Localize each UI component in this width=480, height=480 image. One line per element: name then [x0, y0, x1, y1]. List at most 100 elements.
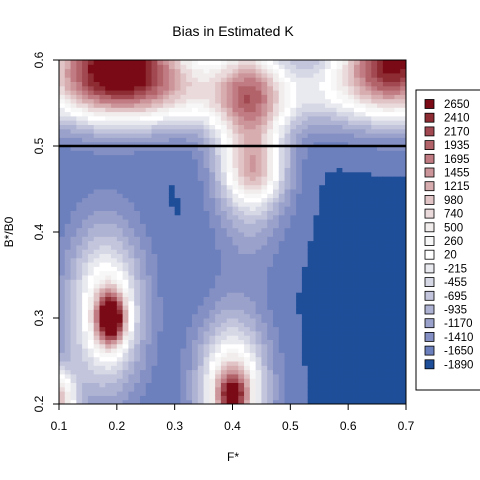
heatmap-cell — [261, 103, 268, 108]
heatmap-cell — [64, 369, 72, 375]
heatmap-cell — [296, 81, 303, 87]
heatmap-cell — [163, 236, 170, 242]
heatmap-cell — [192, 146, 199, 151]
heatmap-cell — [365, 339, 372, 345]
heatmap-cell — [388, 391, 395, 396]
heatmap-cell — [93, 184, 100, 190]
heatmap-cell — [134, 386, 141, 392]
heatmap-cell — [145, 300, 153, 306]
heatmap-cell — [186, 326, 193, 332]
heatmap-cell — [336, 300, 343, 306]
heatmap-cell — [336, 382, 343, 388]
heatmap-cell — [180, 141, 187, 147]
heatmap-cell — [238, 335, 245, 340]
heatmap-cell — [215, 339, 222, 345]
heatmap-cell — [382, 189, 390, 194]
heatmap-cell — [174, 210, 181, 216]
heatmap-cell — [157, 77, 164, 82]
heatmap-cell — [307, 189, 314, 194]
heatmap-cell — [377, 369, 384, 375]
heatmap-cell — [122, 322, 129, 328]
heatmap-cell — [377, 348, 384, 353]
heatmap-cell — [348, 154, 355, 160]
heatmap-cell — [319, 262, 326, 267]
heatmap-cell — [197, 128, 205, 134]
heatmap-cell — [278, 154, 286, 160]
heatmap-cell — [244, 146, 251, 151]
heatmap-cell — [192, 115, 199, 121]
heatmap-cell — [209, 240, 216, 246]
heatmap-cell — [353, 244, 361, 250]
heatmap-cell — [267, 193, 274, 199]
heatmap-cell — [220, 197, 228, 203]
heatmap-cell — [365, 318, 372, 323]
heatmap-cell — [330, 197, 338, 203]
heatmap-cell — [325, 81, 332, 87]
heatmap-cell — [151, 103, 158, 108]
heatmap-cell — [197, 111, 205, 117]
heatmap-cell — [157, 72, 164, 78]
heatmap-cell — [296, 335, 303, 340]
heatmap-cell — [64, 77, 72, 82]
heatmap-cell — [220, 300, 228, 306]
heatmap-cell — [174, 227, 181, 233]
heatmap-cell — [180, 219, 187, 224]
heatmap-cell — [122, 361, 129, 366]
heatmap-cell — [192, 262, 199, 267]
heatmap-cell — [215, 279, 222, 285]
heatmap-cell — [371, 210, 378, 216]
heatmap-cell — [249, 141, 257, 147]
heatmap-cell — [128, 292, 135, 297]
heatmap-cell — [336, 60, 343, 65]
heatmap-cell — [325, 176, 332, 181]
heatmap-cell — [209, 103, 216, 108]
heatmap-cell — [174, 115, 181, 121]
heatmap-cell — [197, 180, 205, 186]
heatmap-cell — [301, 322, 309, 328]
heatmap-cell — [325, 98, 332, 104]
heatmap-cell — [180, 197, 187, 203]
heatmap-cell — [93, 111, 100, 117]
heatmap-cell — [111, 146, 118, 151]
heatmap-cell — [371, 124, 378, 130]
heatmap-cell — [134, 115, 141, 121]
heatmap-cell — [325, 322, 332, 328]
heatmap-cell — [249, 206, 257, 211]
heatmap-cell — [359, 313, 367, 319]
heatmap-cell — [70, 352, 77, 358]
heatmap-cell — [342, 214, 349, 220]
heatmap-cell — [70, 141, 77, 147]
heatmap-cell — [278, 141, 286, 147]
heatmap-cell — [226, 378, 233, 383]
heatmap-cell — [163, 249, 170, 254]
heatmap-cell — [134, 305, 141, 310]
heatmap-cell — [139, 369, 147, 375]
heatmap-cell — [215, 382, 222, 388]
heatmap-cell — [249, 330, 257, 336]
heatmap-cell — [64, 146, 72, 151]
heatmap-cell — [192, 253, 199, 259]
heatmap-cell — [145, 283, 153, 289]
heatmap-cell — [76, 154, 83, 160]
heatmap-cell — [382, 386, 390, 392]
heatmap-cell — [307, 81, 314, 87]
heatmap-cell — [134, 133, 141, 138]
heatmap-cell — [296, 115, 303, 121]
heatmap-cell — [82, 223, 89, 229]
heatmap-cell — [342, 365, 349, 371]
heatmap-cell — [122, 120, 129, 125]
heatmap-cell — [111, 313, 118, 319]
heatmap-cell — [151, 373, 158, 379]
heatmap-cell — [313, 167, 320, 173]
heatmap-cell — [244, 283, 251, 289]
heatmap-cell — [105, 107, 112, 113]
heatmap-cell — [139, 313, 147, 319]
heatmap-cell — [139, 330, 147, 336]
heatmap-cell — [278, 128, 286, 134]
heatmap-cell — [342, 98, 349, 104]
heatmap-cell — [220, 352, 228, 358]
heatmap-cell — [394, 369, 401, 375]
heatmap-cell — [255, 184, 262, 190]
heatmap-cell — [359, 382, 367, 388]
heatmap-cell — [382, 107, 390, 113]
